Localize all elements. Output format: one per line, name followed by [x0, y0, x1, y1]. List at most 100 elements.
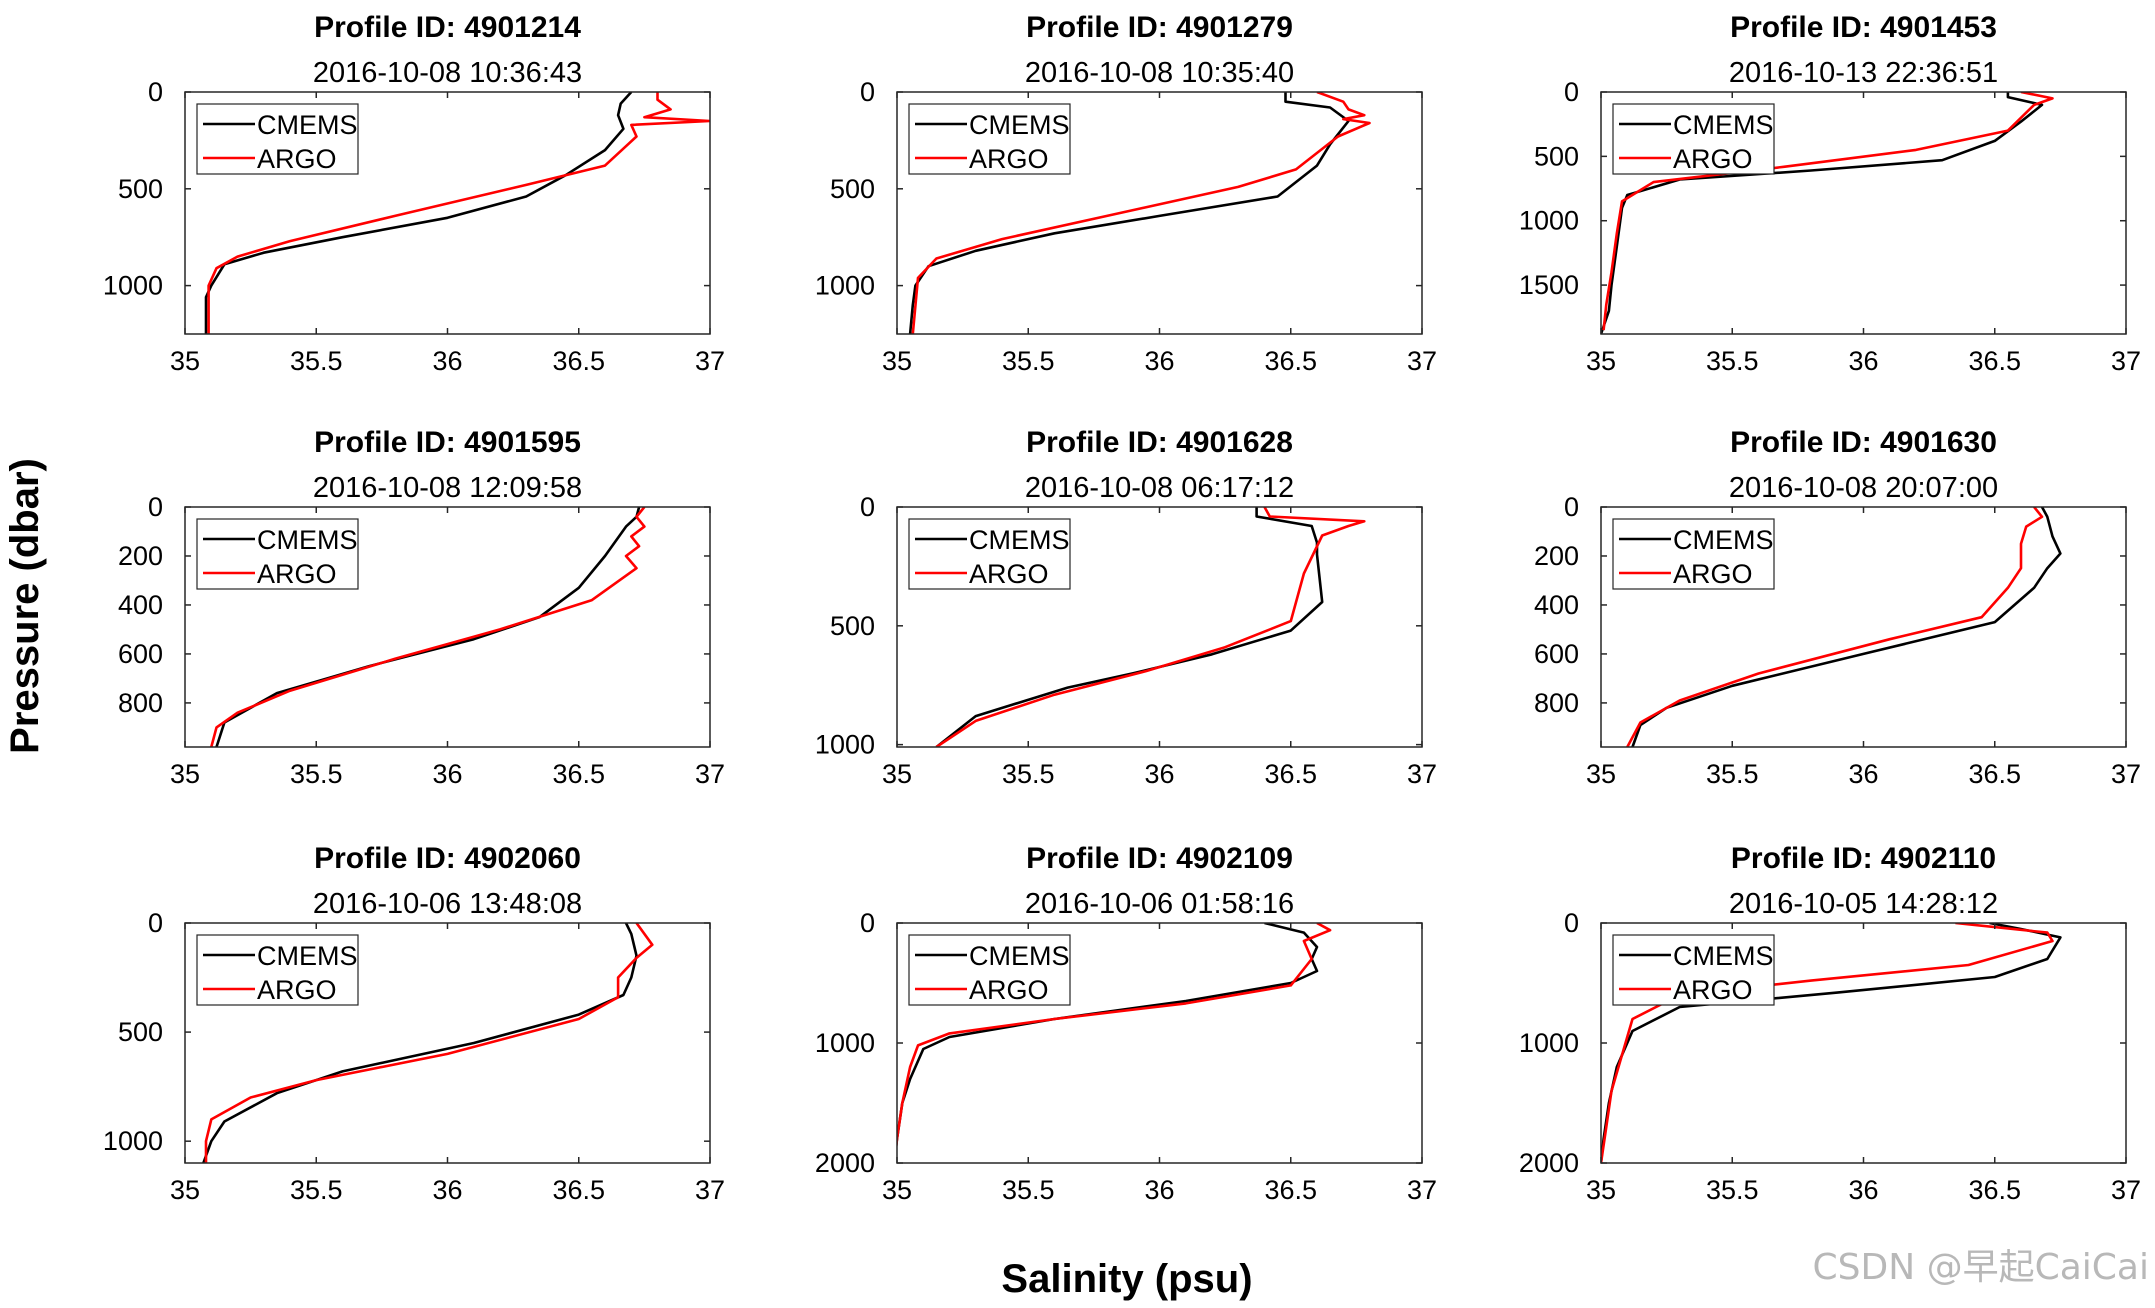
- panel-8: Profile ID: 4902109 2016-10-06 01:58:16 35…: [815, 842, 1437, 1205]
- y-tick-label: 600: [118, 639, 163, 669]
- panel-title: Profile ID: 4901453: [1730, 11, 1997, 44]
- legend-box: [196, 934, 359, 1006]
- y-tick-label: 1000: [1519, 1028, 1579, 1058]
- panel-subtitle: 2016-10-06 13:48:08: [313, 888, 582, 920]
- x-tick-label: 37: [2111, 759, 2141, 789]
- legend: CMEMS ARGO: [908, 518, 1071, 590]
- x-tick-label: 36.5: [1264, 1175, 1317, 1205]
- panel-subtitle: 2016-10-08 12:09:58: [313, 472, 582, 504]
- x-tick-label: 37: [2111, 346, 2141, 376]
- legend: CMEMS ARGO: [908, 934, 1071, 1006]
- x-tick-label: 35: [1586, 346, 1616, 376]
- legend-label-argo: ARGO: [1673, 975, 1753, 1005]
- legend: CMEMS ARGO: [908, 103, 1071, 175]
- series-line-argo: [207, 92, 710, 334]
- x-tick-label: 35.5: [290, 759, 343, 789]
- x-tick-label: 35.5: [1002, 346, 1055, 376]
- panel-6: Profile ID: 4901630 2016-10-08 20:07:00 35…: [1534, 426, 2141, 789]
- y-tick-label: 2000: [1519, 1148, 1579, 1178]
- x-tick-label: 35: [170, 1175, 200, 1205]
- x-tick-label: 35: [882, 1175, 912, 1205]
- y-tick-label: 2000: [815, 1148, 875, 1178]
- x-tick-label: 36: [1144, 759, 1174, 789]
- x-tick-label: 36.5: [1968, 759, 2021, 789]
- x-tick-label: 37: [695, 346, 725, 376]
- x-tick-label: 36.5: [1968, 346, 2021, 376]
- legend-box: [1612, 103, 1775, 175]
- y-tick-label: 0: [860, 77, 875, 107]
- x-tick-label: 35: [882, 759, 912, 789]
- panel-4: Profile ID: 4901595 2016-10-08 12:09:58 35…: [118, 426, 725, 789]
- y-tick-label: 0: [148, 492, 163, 522]
- x-tick-label: 35: [170, 346, 200, 376]
- x-tick-label: 36: [1144, 1175, 1174, 1205]
- legend-label-argo: ARGO: [969, 559, 1049, 589]
- legend: CMEMS ARGO: [196, 518, 359, 590]
- legend: CMEMS ARGO: [196, 934, 359, 1006]
- y-tick-label: 0: [1564, 908, 1579, 938]
- y-tick-label: 1000: [103, 1126, 163, 1156]
- series-line-argo: [204, 923, 654, 1163]
- y-tick-label: 0: [1564, 492, 1579, 522]
- y-tick-label: 1000: [815, 1028, 875, 1058]
- legend-label-cmems: CMEMS: [969, 525, 1070, 555]
- x-tick-label: 36: [432, 759, 462, 789]
- panel-title: Profile ID: 4902109: [1026, 842, 1293, 875]
- panels: Profile ID: 4901214 2016-10-08 10:36:43 35…: [103, 11, 2141, 1205]
- panel-subtitle: 2016-10-08 10:35:40: [1025, 57, 1294, 89]
- x-tick-label: 36.5: [552, 346, 605, 376]
- legend-label-argo: ARGO: [257, 975, 337, 1005]
- legend-box: [908, 934, 1071, 1006]
- legend-label-cmems: CMEMS: [1673, 525, 1774, 555]
- legend-box: [196, 518, 359, 590]
- panel-2: Profile ID: 4901279 2016-10-08 10:35:40 35…: [815, 11, 1437, 376]
- series-line-cmems: [1601, 92, 2044, 334]
- legend-label-argo: ARGO: [969, 975, 1049, 1005]
- panel-subtitle: 2016-10-08 20:07:00: [1729, 472, 1998, 504]
- y-tick-label: 0: [1564, 77, 1579, 107]
- y-tick-label: 500: [830, 174, 875, 204]
- panel-title: Profile ID: 4901628: [1026, 426, 1293, 459]
- y-tick-label: 200: [118, 541, 163, 571]
- x-tick-label: 37: [1407, 346, 1437, 376]
- panel-title: Profile ID: 4902110: [1731, 842, 1996, 875]
- y-tick-label: 1500: [1519, 270, 1579, 300]
- legend-label-cmems: CMEMS: [1673, 110, 1774, 140]
- panel-title: Profile ID: 4901630: [1730, 426, 1997, 459]
- y-tick-label: 1000: [103, 271, 163, 301]
- x-tick-label: 36: [432, 346, 462, 376]
- y-tick-label: 800: [118, 688, 163, 718]
- legend: CMEMS ARGO: [1612, 103, 1775, 175]
- x-tick-label: 36.5: [552, 759, 605, 789]
- legend-box: [908, 518, 1071, 590]
- panel-title: Profile ID: 4901214: [314, 11, 581, 44]
- legend-label-argo: ARGO: [257, 559, 337, 589]
- legend: CMEMS ARGO: [196, 103, 359, 175]
- y-tick-label: 800: [1534, 688, 1579, 718]
- y-tick-label: 500: [1534, 141, 1579, 171]
- watermark: CSDN @早起CaiCai: [1812, 1247, 2149, 1288]
- panel-title: Profile ID: 4901595: [314, 426, 581, 459]
- x-tick-label: 36: [432, 1175, 462, 1205]
- x-tick-label: 35: [1586, 759, 1616, 789]
- y-tick-label: 500: [118, 1017, 163, 1047]
- series-line-cmems: [202, 923, 638, 1163]
- y-tick-label: 0: [860, 492, 875, 522]
- x-tick-label: 35.5: [1706, 1175, 1759, 1205]
- panel-title: Profile ID: 4902060: [314, 842, 581, 875]
- y-tick-label: 0: [148, 77, 163, 107]
- series-line-argo: [1626, 507, 2044, 747]
- panel-subtitle: 2016-10-06 01:58:16: [1025, 888, 1294, 920]
- x-tick-label: 35.5: [1706, 346, 1759, 376]
- legend: CMEMS ARGO: [1612, 518, 1775, 590]
- panel-1: Profile ID: 4901214 2016-10-08 10:36:43 35…: [103, 11, 725, 376]
- legend-box: [1612, 934, 1775, 1006]
- x-tick-label: 36: [1848, 346, 1878, 376]
- y-tick-label: 1000: [815, 271, 875, 301]
- legend-label-cmems: CMEMS: [257, 110, 358, 140]
- legend-label-cmems: CMEMS: [257, 525, 358, 555]
- legend-label-cmems: CMEMS: [969, 941, 1070, 971]
- x-tick-label: 35.5: [1002, 759, 1055, 789]
- x-tick-label: 36.5: [1264, 346, 1317, 376]
